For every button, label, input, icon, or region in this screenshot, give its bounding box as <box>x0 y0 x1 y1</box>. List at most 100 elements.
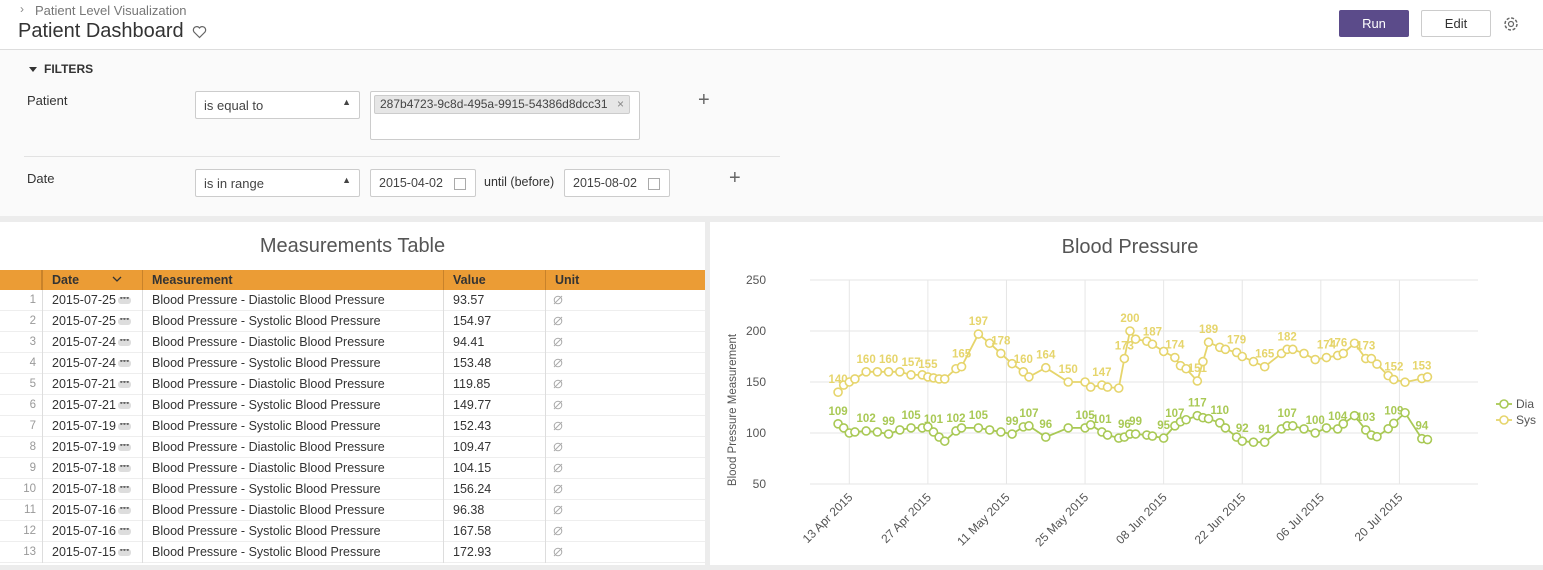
date-input[interactable]: 2015-04-02 <box>370 169 476 197</box>
data-point <box>1063 377 1074 387</box>
table-row-bg <box>0 416 705 437</box>
data-label: 157 <box>901 357 920 369</box>
unit-cell <box>545 437 705 458</box>
cell-menu[interactable]: ••• <box>118 465 131 472</box>
column-header[interactable]: Unit <box>545 270 705 290</box>
filters-title[interactable]: FILTERS <box>44 62 94 76</box>
null-icon <box>553 400 563 410</box>
y-tick-label: 50 <box>753 477 767 491</box>
breadcrumb-arrow: › <box>20 2 24 16</box>
data-label: 174 <box>1317 340 1337 352</box>
data-point <box>895 425 905 435</box>
data-point <box>1422 372 1433 382</box>
add-filter[interactable]: + <box>729 167 741 189</box>
date-cell: 2015-07-25 <box>42 290 142 311</box>
operator-select[interactable]: is in range ▲ <box>195 169 360 197</box>
data-point <box>872 427 883 437</box>
chart-panel: Blood Pressure Blood Pressure Measurement… <box>710 222 1543 565</box>
run-button[interactable]: Run <box>1339 10 1409 37</box>
data-label: 109 <box>828 406 847 418</box>
data-label: 92 <box>1236 423 1249 435</box>
data-point <box>1400 377 1410 388</box>
unit-cell <box>545 458 705 479</box>
date-to: 2015-08-02 <box>573 176 637 190</box>
data-point <box>1102 430 1113 440</box>
date-cell: 2015-07-24 <box>42 353 142 374</box>
operator-select[interactable]: is equal to ▲ <box>195 91 360 119</box>
value-cell: 94.41 <box>443 332 545 353</box>
data-point <box>1119 353 1130 364</box>
data-label: 96 <box>1118 419 1131 431</box>
data-label: 107 <box>1165 408 1184 420</box>
date-cell: 2015-07-19 <box>42 416 142 437</box>
filters-toggle[interactable] <box>28 66 38 74</box>
cell-menu[interactable]: ••• <box>118 486 131 493</box>
cell-menu[interactable]: ••• <box>118 444 131 451</box>
cell-menu[interactable]: ••• <box>118 360 131 367</box>
unit-cell <box>545 395 705 416</box>
table-row-bg <box>0 395 705 416</box>
cell-menu[interactable]: ••• <box>118 381 131 388</box>
null-icon <box>553 547 563 557</box>
row-number: 12 <box>23 525 36 537</box>
cell-menu[interactable]: ••• <box>118 339 131 346</box>
data-point <box>1400 407 1410 418</box>
data-point <box>939 436 950 446</box>
row-number: 1 <box>29 294 36 306</box>
row-number: 13 <box>23 546 36 558</box>
row-number: 10 <box>23 483 36 495</box>
data-point <box>1259 361 1270 372</box>
data-point <box>1220 344 1231 355</box>
data-point <box>1372 431 1382 442</box>
data-label: 160 <box>857 354 876 366</box>
table-title: Measurements Table <box>259 235 446 257</box>
row-number: 8 <box>29 441 36 453</box>
measurement-cell: Blood Pressure - Systolic Blood Pressure <box>142 479 443 500</box>
sort-icon[interactable] <box>112 276 122 284</box>
data-point <box>984 425 995 435</box>
data-point <box>1024 372 1034 382</box>
null-icon <box>553 484 563 494</box>
data-point <box>973 423 984 433</box>
table-row-bg <box>0 542 705 563</box>
column-header[interactable]: Date <box>42 270 142 290</box>
patient-id: 287b4723-9c8d-495a-9915-54386d8dcc31 <box>380 97 608 111</box>
cell-menu[interactable]: ••• <box>118 528 131 535</box>
patient-chip[interactable]: 287b4723-9c8d-495a-9915-54386d8dcc31 × <box>374 95 630 114</box>
measurement-cell: Blood Pressure - Diastolic Blood Pressur… <box>142 374 443 395</box>
null-icon <box>553 295 563 305</box>
data-point <box>1113 383 1124 393</box>
column-header[interactable]: Value <box>443 270 545 290</box>
date-cell: 2015-07-18 <box>42 479 142 500</box>
data-point <box>1220 423 1231 433</box>
edit-button[interactable]: Edit <box>1421 10 1491 37</box>
null-icon <box>553 463 563 473</box>
settings-icon[interactable] <box>1502 15 1520 33</box>
data-label: 95 <box>1157 420 1170 432</box>
measurement-cell: Blood Pressure - Systolic Blood Pressure <box>142 416 443 437</box>
data-point <box>956 361 967 372</box>
add-filter[interactable]: + <box>698 89 710 111</box>
column-header[interactable]: Measurement <box>142 270 443 290</box>
legend-marker <box>1499 415 1509 425</box>
data-point <box>973 329 984 339</box>
favorite-icon[interactable] <box>192 25 207 39</box>
data-label: 155 <box>918 359 938 371</box>
measurement-cell: Blood Pressure - Systolic Blood Pressure <box>142 395 443 416</box>
cell-menu[interactable]: ••• <box>118 297 131 304</box>
data-point <box>1338 419 1349 429</box>
cell-menu[interactable]: ••• <box>118 318 131 325</box>
data-point <box>1287 344 1298 355</box>
data-label: 165 <box>1255 349 1275 361</box>
date-cell: 2015-07-15 <box>42 542 142 563</box>
cell-menu[interactable]: ••• <box>118 423 131 430</box>
cell-menu[interactable]: ••• <box>118 549 131 556</box>
table-header-bg <box>0 270 705 290</box>
measurement-cell: Blood Pressure - Systolic Blood Pressure <box>142 311 443 332</box>
cell-menu[interactable]: ••• <box>118 402 131 409</box>
breadcrumb[interactable]: Patient Level Visualization <box>35 3 187 18</box>
data-point <box>1181 414 1191 425</box>
cell-menu[interactable]: ••• <box>118 507 131 514</box>
date-input[interactable]: 2015-08-02 <box>564 169 670 197</box>
